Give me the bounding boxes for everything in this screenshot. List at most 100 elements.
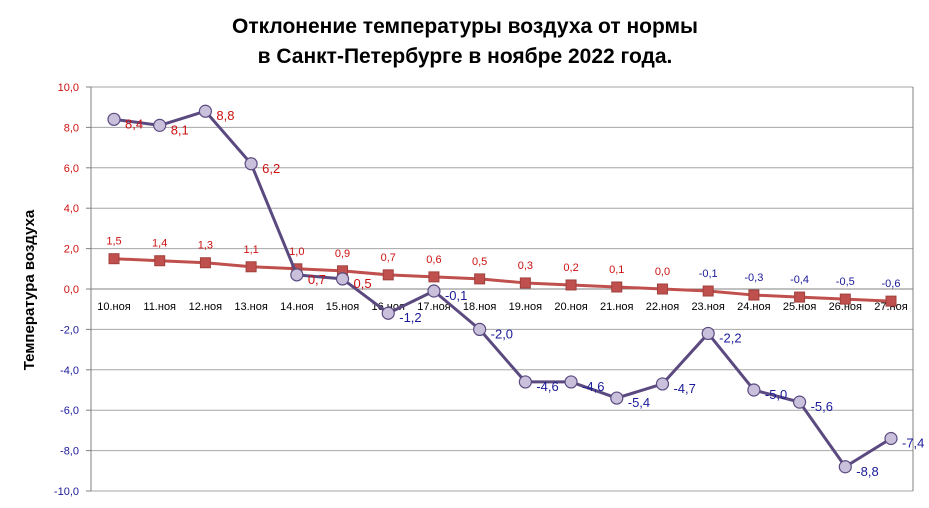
- data-label: -5,6: [811, 399, 833, 414]
- y-tick-label: -6,0: [60, 405, 79, 417]
- data-label: 0,6: [426, 254, 441, 266]
- series-layer: [107, 104, 898, 474]
- data-point: [792, 395, 807, 409]
- x-tick-label: 17.ноя: [417, 301, 450, 313]
- data-label: 0,1: [609, 264, 624, 276]
- data-point: [382, 269, 394, 281]
- x-tick-label: 14.ноя: [280, 301, 313, 313]
- data-label: 8,4: [125, 116, 143, 131]
- data-point: [747, 383, 761, 397]
- x-tick-label: 13.ноя: [234, 301, 267, 313]
- data-label: 0,3: [518, 260, 533, 272]
- data-point: [702, 285, 714, 297]
- x-tick-label: 22.ноя: [646, 301, 679, 313]
- data-point: [427, 284, 441, 298]
- data-label: 1,3: [198, 240, 213, 252]
- data-point: [519, 277, 531, 289]
- data-label: 8,8: [216, 108, 234, 123]
- x-tick-label: 19.ноя: [509, 301, 542, 313]
- y-tick-label: 2,0: [64, 244, 79, 256]
- y-tick-label: -4,0: [60, 365, 79, 377]
- data-point: [838, 460, 852, 474]
- data-label: -2,2: [719, 330, 741, 345]
- x-tick-label: 26.ноя: [829, 301, 862, 313]
- data-point: [473, 322, 487, 336]
- data-label: 0,5: [472, 256, 487, 268]
- data-label: -0,5: [836, 276, 855, 288]
- y-tick-label: 0,0: [64, 284, 79, 296]
- data-point: [245, 261, 257, 273]
- data-point: [701, 326, 715, 341]
- y-tick-labels: 10,0 8,0 6,0 4,0 2,0 0,0 -2,0 -4,0 -6,0 -8,0 -10,0: [54, 82, 79, 498]
- data-point: [198, 104, 213, 118]
- data-point: [381, 306, 395, 320]
- data-label: 6,2: [262, 161, 280, 176]
- data-point: [656, 283, 668, 295]
- data-label: 0,2: [563, 262, 578, 274]
- chart-title-line-1: Отклонение температуры воздуха от нормы: [232, 15, 698, 38]
- data-label: -4,6: [536, 379, 558, 394]
- y-tick-label: 8,0: [64, 122, 79, 134]
- x-tick-label: 20.ноя: [554, 301, 587, 313]
- data-point: [154, 255, 166, 267]
- y-tick-label: 10,0: [58, 82, 79, 94]
- data-label: -5,0: [765, 387, 787, 402]
- data-label: 0,0: [655, 266, 670, 278]
- data-label: -0,4: [790, 274, 809, 286]
- data-point: [655, 377, 670, 391]
- data-label: 8,1: [171, 122, 189, 137]
- data-point: [610, 391, 624, 405]
- data-point: [290, 268, 304, 282]
- x-tick-label: 25.ноя: [783, 301, 816, 313]
- data-label: -8,8: [856, 464, 878, 479]
- y-axis-label: Температура воздуха: [21, 209, 38, 370]
- data-point: [748, 289, 760, 301]
- data-point: [885, 295, 897, 307]
- data-point: [335, 272, 350, 286]
- data-point: [518, 375, 532, 389]
- data-point: [107, 112, 121, 126]
- x-tick-label: 10.ноя: [97, 301, 130, 313]
- x-tick-label: 18.ноя: [463, 301, 496, 313]
- series-line: [113, 109, 892, 469]
- data-label: -2,0: [491, 326, 513, 341]
- x-tick-label: 23.ноя: [691, 301, 724, 313]
- data-label: 1,0: [289, 246, 304, 258]
- data-point: [565, 279, 577, 291]
- data-point: [884, 431, 898, 446]
- data-label: -0,3: [744, 272, 763, 284]
- chart-title-line-2: в Санкт-Петербурге в ноябре 2022 года.: [258, 45, 673, 68]
- data-point: [794, 291, 806, 303]
- y-tick-label: 6,0: [64, 163, 79, 175]
- data-point: [611, 281, 623, 293]
- x-tick-label: 24.ноя: [737, 301, 770, 313]
- x-tick-label: 27.ноя: [874, 301, 907, 313]
- series-line: [113, 257, 892, 303]
- data-label: 0,9: [335, 248, 350, 260]
- data-label: -0,1: [699, 268, 718, 280]
- data-point: [839, 293, 851, 305]
- data-label: 0,7: [381, 252, 396, 264]
- data-point: [244, 157, 258, 171]
- data-point: [199, 257, 211, 269]
- y-tick-label: -8,0: [60, 446, 79, 458]
- x-tick-labels: 10.ноя11.ноя12.ноя13.ноя14.ноя15.ноя16.н…: [97, 301, 907, 313]
- data-point: [564, 375, 578, 389]
- data-label: -4,7: [673, 381, 695, 396]
- data-label: 1,1: [243, 244, 258, 256]
- data-point: [108, 253, 120, 265]
- x-tick-label: 12.ноя: [189, 301, 222, 313]
- data-label: -1,2: [399, 310, 421, 325]
- y-tick-label: 4,0: [64, 203, 79, 215]
- axes: [86, 86, 914, 492]
- data-label: 1,4: [152, 238, 167, 250]
- data-point: [428, 271, 440, 283]
- x-tick-label: 11.ноя: [143, 301, 176, 313]
- data-label: 1,5: [106, 236, 121, 248]
- data-point: [474, 273, 486, 285]
- data-labels: 8,4 8,1 8,8 6,2 0,7 0,5 -1,2 -0,1 -2,0 -4,6 -4,6 -5…: [106, 108, 924, 479]
- data-label: -0,1: [445, 288, 467, 303]
- y-tick-label: -10,0: [54, 486, 79, 498]
